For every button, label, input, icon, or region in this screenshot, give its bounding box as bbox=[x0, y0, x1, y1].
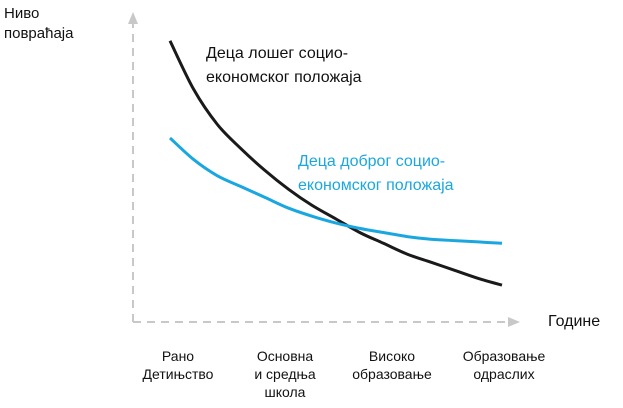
series-line-advantaged bbox=[168, 136, 503, 245]
series-line-disadvantaged bbox=[168, 40, 503, 287]
series-label-advantaged: Деца доброг социо- економског положаја bbox=[298, 153, 454, 194]
category-label: Рано Детињство bbox=[142, 348, 214, 382]
category-label: Образовање одраслих bbox=[462, 348, 546, 382]
x-axis-label: Године bbox=[548, 313, 601, 330]
x-axis-arrow-icon bbox=[508, 317, 520, 327]
category-label: Високо образовање bbox=[352, 348, 432, 382]
category-label: Основна и средња школа bbox=[254, 348, 316, 400]
y-axis-label: Ниво повраћаја bbox=[4, 5, 74, 42]
y-axis-arrow-icon bbox=[128, 12, 138, 24]
series-label-disadvantaged: Деца лошег социо- економског положаја bbox=[206, 45, 362, 86]
